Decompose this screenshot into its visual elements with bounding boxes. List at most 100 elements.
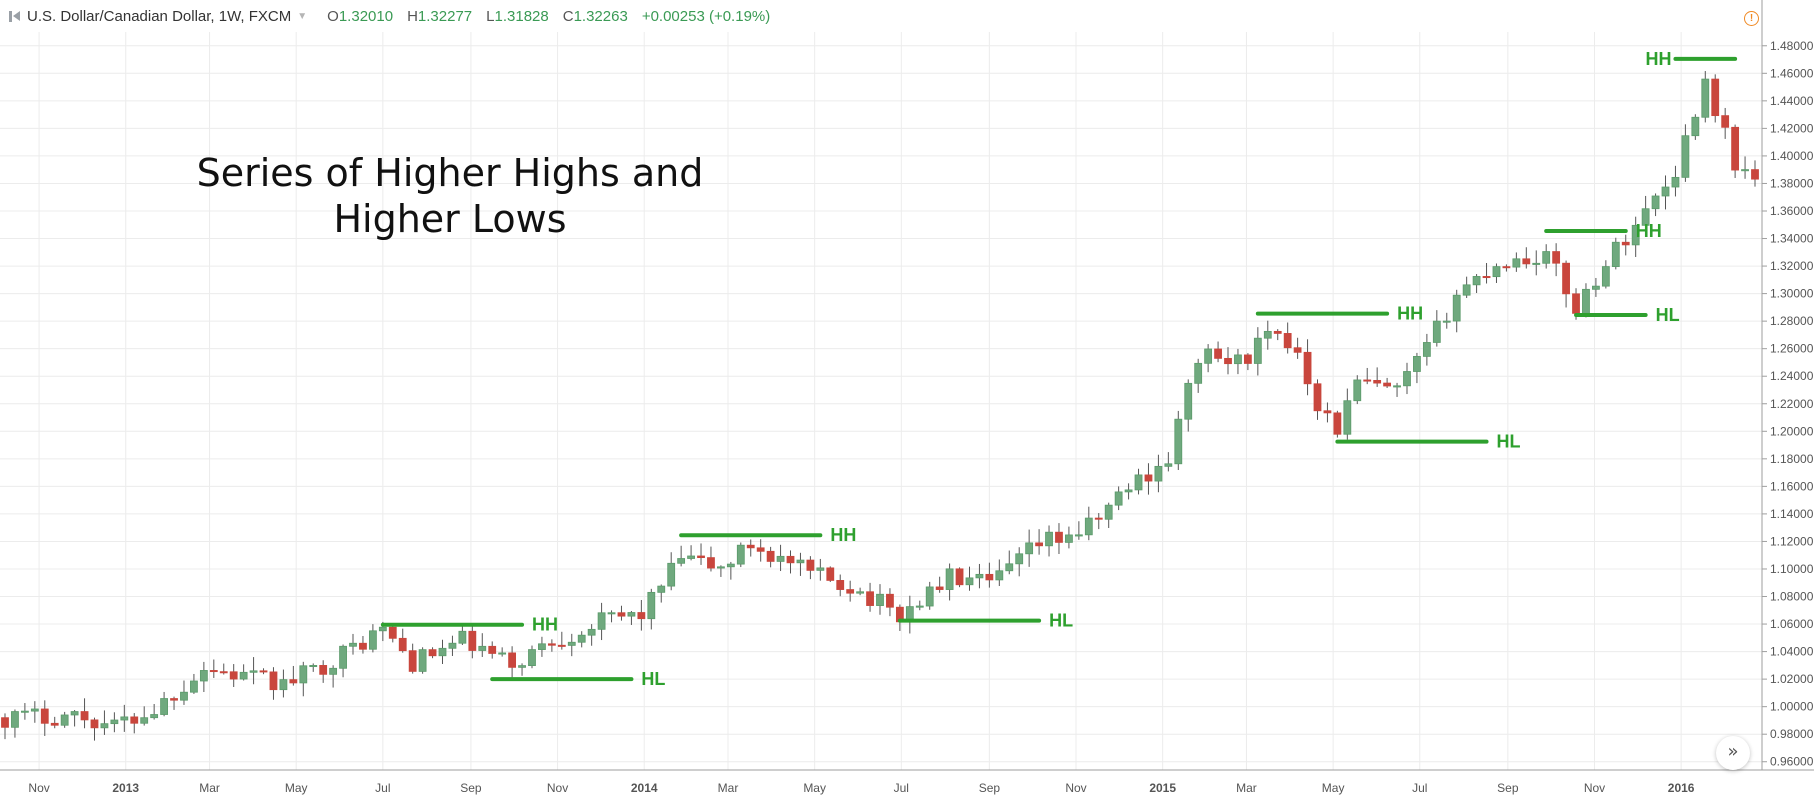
- level-label-hh-0: HH: [532, 615, 558, 635]
- candle-body-159: [1582, 288, 1590, 314]
- candle-body-158: [1572, 293, 1580, 314]
- y-tick-label-16: 1.28000: [1770, 314, 1814, 328]
- chart-legend-header: U.S. Dollar/Canadian Dollar, 1W, FXCM ▼ …: [0, 0, 770, 32]
- candle-body-141: [1403, 371, 1411, 387]
- candle-body-26: [259, 670, 268, 673]
- candle-body-168: [1671, 176, 1680, 188]
- candle-body-84: [836, 580, 845, 590]
- candle-body-130: [1293, 347, 1302, 353]
- candle-body-85: [846, 589, 855, 594]
- change-value: +0.00253 (+0.19%): [641, 7, 771, 25]
- candle-body-7: [70, 711, 79, 716]
- candle-body-45: [448, 642, 457, 649]
- candle-body-71: [707, 557, 715, 569]
- candle-body-151: [1502, 266, 1511, 269]
- candlesticks: [1, 71, 1759, 741]
- y-tick-label-21: 1.38000: [1770, 176, 1814, 190]
- y-tick-label-13: 1.22000: [1770, 397, 1814, 411]
- candle-body-170: [1691, 116, 1700, 137]
- candle-body-165: [1641, 208, 1650, 226]
- candle-body-155: [1542, 251, 1551, 264]
- candle-body-30: [299, 665, 308, 684]
- candle-body-166: [1651, 195, 1660, 210]
- candle-body-132: [1313, 383, 1322, 412]
- y-tick-label-20: 1.36000: [1770, 204, 1814, 218]
- candle-body-67: [667, 562, 676, 587]
- candle-body-41: [408, 650, 417, 672]
- candle-body-8: [80, 711, 89, 721]
- candle-body-57: [567, 641, 576, 646]
- candle-body-10: [100, 723, 109, 729]
- y-tick-label-1: 0.98000: [1770, 727, 1814, 741]
- candle-body-94: [935, 586, 944, 590]
- candle-body-148: [1472, 276, 1481, 286]
- candle-body-136: [1353, 379, 1362, 402]
- candle-body-176: [1751, 169, 1759, 180]
- candle-body-13: [130, 716, 139, 724]
- candle-body-169: [1681, 135, 1690, 178]
- candle-body-142: [1413, 356, 1421, 372]
- y-tick-label-5: 1.06000: [1770, 617, 1814, 631]
- candle-body-36: [359, 642, 367, 650]
- candle-body-55: [547, 643, 556, 646]
- y-tick-label-9: 1.14000: [1770, 507, 1814, 521]
- candle-body-140: [1393, 385, 1401, 388]
- candle-body-139: [1383, 382, 1392, 387]
- grid-lines: [0, 32, 1762, 770]
- candle-body-77: [766, 550, 775, 562]
- y-tick-label-25: 1.46000: [1770, 66, 1814, 80]
- candle-body-175: [1741, 169, 1749, 172]
- candle-body-105: [1045, 531, 1053, 547]
- candle-body-16: [160, 698, 168, 715]
- y-tick-label-4: 1.04000: [1770, 645, 1814, 659]
- candle-body-32: [319, 665, 328, 675]
- chevron-down-icon[interactable]: ▼: [297, 10, 308, 22]
- candle-body-160: [1592, 285, 1600, 290]
- candle-body-174: [1731, 126, 1740, 171]
- candle-body-150: [1492, 266, 1501, 278]
- x-tick-label-12: Nov: [1065, 781, 1086, 795]
- candle-body-173: [1721, 115, 1730, 128]
- candle-body-2: [20, 710, 29, 713]
- candle-body-46: [458, 630, 467, 644]
- x-tick-label-10: Jul: [894, 781, 909, 795]
- x-tick-label-11: Sep: [979, 781, 1001, 795]
- title-line-1: Series of Higher Highs and: [196, 151, 704, 195]
- candle-body-62: [617, 612, 626, 617]
- open-value: O1.32010: [327, 7, 394, 25]
- candle-body-23: [229, 671, 238, 680]
- symbol-title[interactable]: U.S. Dollar/Canadian Dollar, 1W, FXCM: [27, 7, 292, 25]
- candle-body-54: [538, 643, 546, 650]
- candle-body-117: [1164, 463, 1173, 467]
- candle-body-149: [1482, 276, 1491, 279]
- candle-body-162: [1611, 241, 1620, 267]
- y-tick-label-22: 1.40000: [1770, 149, 1814, 163]
- candle-body-34: [339, 645, 347, 669]
- candle-body-48: [478, 645, 487, 651]
- candle-body-127: [1263, 330, 1272, 339]
- candle-body-157: [1562, 262, 1570, 295]
- candle-body-112: [1114, 491, 1123, 506]
- candle-body-29: [289, 679, 298, 684]
- candle-body-134: [1333, 412, 1342, 435]
- candle-body-96: [955, 568, 964, 586]
- symbol-flag-icon[interactable]: [8, 10, 21, 23]
- candle-body-65: [647, 591, 656, 620]
- x-tick-label-18: Nov: [1584, 781, 1605, 795]
- candle-body-69: [687, 555, 695, 559]
- high-value: H1.32277: [407, 7, 473, 25]
- warning-icon[interactable]: !: [1744, 11, 1759, 26]
- candle-body-125: [1243, 354, 1252, 364]
- candle-body-28: [279, 679, 288, 691]
- x-tick-label-15: May: [1322, 781, 1345, 795]
- candle-body-49: [488, 645, 497, 654]
- y-tick-label-23: 1.42000: [1770, 121, 1814, 135]
- candle-body-59: [587, 628, 596, 636]
- y-tick-label-7: 1.10000: [1770, 562, 1814, 576]
- candle-body-25: [249, 670, 258, 673]
- double-chevron-right-icon[interactable]: »: [1716, 736, 1750, 770]
- candle-body-97: [965, 577, 974, 586]
- x-tick-label-2: Mar: [199, 781, 220, 795]
